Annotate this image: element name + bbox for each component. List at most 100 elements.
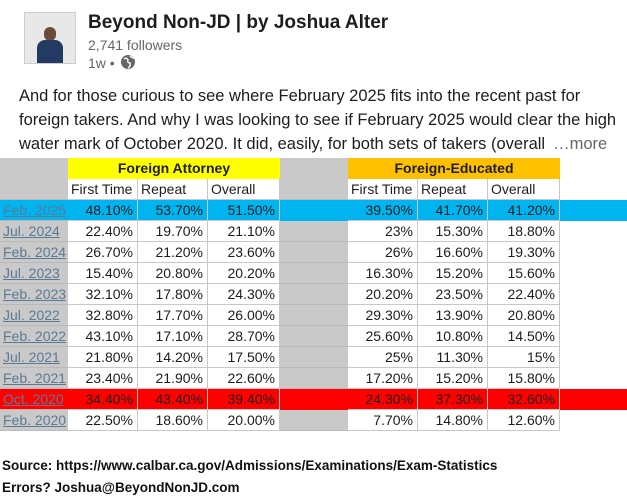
column-header: First Time: [348, 179, 418, 200]
value-cell: 19.30%: [488, 242, 560, 263]
corner: [0, 158, 68, 200]
value-cell: 15.60%: [488, 263, 560, 284]
value-cell: 20.00%: [208, 410, 280, 431]
row-date[interactable]: Jul. 2024: [0, 221, 68, 242]
value-cell: 24.30%: [208, 284, 280, 305]
value-cell: 23.60%: [208, 242, 280, 263]
gap-cell: [280, 410, 348, 431]
value-cell: 22.50%: [68, 410, 138, 431]
row-date[interactable]: Oct. 2020: [0, 389, 68, 410]
gap-column: [280, 158, 348, 200]
value-cell: 25.60%: [348, 326, 418, 347]
value-cell: 53.70%: [138, 200, 208, 221]
value-cell: 26.00%: [208, 305, 280, 326]
value-cell: 18.60%: [138, 410, 208, 431]
errors-line: Errors? Joshua@BeyondNonJD.com: [2, 480, 240, 495]
value-cell: 41.20%: [488, 200, 560, 221]
gap-cell: [280, 305, 348, 326]
post-line: And for those curious to see where Febru…: [19, 87, 581, 105]
globe-icon: [121, 55, 135, 69]
row-date[interactable]: Feb. 2023: [0, 284, 68, 305]
value-cell: 26%: [348, 242, 418, 263]
author-name[interactable]: Beyond Non-JD | by Joshua Alter: [88, 12, 389, 33]
value-cell: 13.90%: [418, 305, 488, 326]
follower-count: 2,741 followers: [88, 37, 183, 53]
see-more[interactable]: …more: [553, 135, 608, 153]
value-cell: 15.20%: [418, 368, 488, 389]
value-cell: 15%: [488, 347, 560, 368]
row-date[interactable]: Feb. 2020: [0, 410, 68, 431]
value-cell: 15.40%: [68, 263, 138, 284]
row-highlight: [0, 389, 627, 410]
row-date[interactable]: Jul. 2021: [0, 347, 68, 368]
row-highlight: [0, 200, 627, 221]
row-date[interactable]: Feb. 2021: [0, 368, 68, 389]
value-cell: 16.60%: [418, 242, 488, 263]
row-date[interactable]: Feb. 2025: [0, 200, 68, 221]
gap-cell: [280, 284, 348, 305]
value-cell: 23.50%: [418, 284, 488, 305]
value-cell: 14.50%: [488, 326, 560, 347]
gap-cell: [280, 347, 348, 368]
value-cell: 11.30%: [418, 347, 488, 368]
value-cell: 21.20%: [138, 242, 208, 263]
value-cell: 26.70%: [68, 242, 138, 263]
gap-cell: [280, 368, 348, 389]
value-cell: 51.50%: [208, 200, 280, 221]
gap-cell: [280, 221, 348, 242]
group-header: Foreign-Educated: [348, 158, 560, 179]
value-cell: 28.70%: [208, 326, 280, 347]
value-cell: 25%: [348, 347, 418, 368]
post-line: water mark of October 2020. It did, easi…: [19, 135, 608, 153]
value-cell: 32.10%: [68, 284, 138, 305]
value-cell: 21.80%: [68, 347, 138, 368]
value-cell: 22.40%: [68, 221, 138, 242]
value-cell: 17.10%: [138, 326, 208, 347]
value-cell: 21.90%: [138, 368, 208, 389]
value-cell: 19.70%: [138, 221, 208, 242]
value-cell: 23%: [348, 221, 418, 242]
value-cell: 43.10%: [68, 326, 138, 347]
value-cell: 23.40%: [68, 368, 138, 389]
value-cell: 24.30%: [348, 389, 418, 410]
row-date[interactable]: Feb. 2022: [0, 326, 68, 347]
value-cell: 17.20%: [348, 368, 418, 389]
avatar[interactable]: [24, 12, 76, 64]
value-cell: 15.20%: [418, 263, 488, 284]
value-cell: 20.20%: [208, 263, 280, 284]
column-header: First Time: [68, 179, 138, 200]
footer: Source: https://www.calbar.ca.gov/Admiss…: [2, 455, 497, 499]
value-cell: 7.70%: [348, 410, 418, 431]
value-cell: 32.80%: [68, 305, 138, 326]
row-date[interactable]: Feb. 2024: [0, 242, 68, 263]
value-cell: 15.30%: [418, 221, 488, 242]
post-text: And for those curious to see where Febru…: [19, 84, 616, 156]
column-header: Repeat: [138, 179, 208, 200]
value-cell: 17.80%: [138, 284, 208, 305]
value-cell: 18.80%: [488, 221, 560, 242]
value-cell: 34.40%: [68, 389, 138, 410]
column-header: Overall: [208, 179, 280, 200]
value-cell: 39.50%: [348, 200, 418, 221]
value-cell: 17.70%: [138, 305, 208, 326]
value-cell: 22.40%: [488, 284, 560, 305]
gap-cell: [280, 263, 348, 284]
value-cell: 29.30%: [348, 305, 418, 326]
post-line: foreign takers. And why I was looking to…: [19, 111, 617, 129]
value-cell: 10.80%: [418, 326, 488, 347]
value-cell: 12.60%: [488, 410, 560, 431]
column-header: Repeat: [418, 179, 488, 200]
group-header: Foreign Attorney: [68, 158, 280, 179]
value-cell: 41.70%: [418, 200, 488, 221]
row-date[interactable]: Jul. 2023: [0, 263, 68, 284]
value-cell: 17.50%: [208, 347, 280, 368]
value-cell: 22.60%: [208, 368, 280, 389]
value-cell: 21.10%: [208, 221, 280, 242]
row-date[interactable]: Jul. 2022: [0, 305, 68, 326]
gap-cell: [280, 242, 348, 263]
value-cell: 37.30%: [418, 389, 488, 410]
value-cell: 14.80%: [418, 410, 488, 431]
gap-cell: [280, 326, 348, 347]
value-cell: 39.40%: [208, 389, 280, 410]
